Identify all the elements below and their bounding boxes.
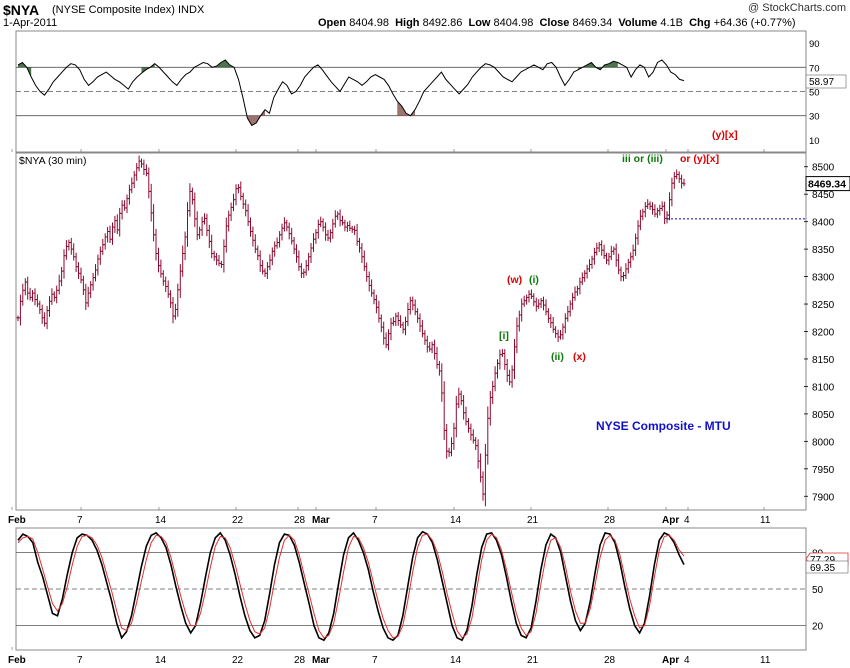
rsi-tick-label: 50 [809,88,820,99]
quote-bar: Open 8404.98 High 8492.86 Low 8404.98 Cl… [318,17,796,29]
price-last-value: 8469.34 [808,179,846,191]
stochastic-panel: 805020 77.29 69.35 [15,527,849,651]
x-tick-label-bottom: 21 [527,655,539,666]
price-tick-label: 8050 [812,410,835,421]
stoch-k-line [17,530,685,642]
x-tick-label-bottom: 28 [604,655,616,666]
wave-label-x: (x) [573,351,586,363]
x-tick-label-bottom: 14 [155,655,167,666]
x-tick-label: 4 [684,515,690,526]
close-label: Close [539,17,570,29]
volume-label: Volume [618,17,658,29]
price-panel-title: $NYA (30 min) [19,155,87,167]
price-tick-label: 8200 [812,328,835,339]
price-tick-label: 8000 [812,437,835,448]
open-label: Open [318,17,347,29]
x-tick-label: 7 [77,515,83,526]
rsi-tick-label: 10 [809,136,820,147]
rsi-oversold-fill [247,109,265,126]
price-tick-label: 8100 [812,382,835,393]
chg-value: +64.36 (+0.77%) [713,17,796,29]
x-tick-label-bottom: Feb [8,655,26,666]
x-tick-label: Mar [312,515,330,526]
stoch-k-last-value: 69.35 [810,563,835,574]
wave-label-w: (w) [507,274,522,286]
stoch-tick-label: 20 [812,622,824,633]
wave-label-or-y-x: or (y)[x] [680,153,719,165]
rsi-line [17,59,685,127]
x-tick-label-bottom: 11 [760,655,771,666]
price-tick-label: 8400 [812,218,835,229]
stoch-d-line [17,533,685,639]
rsi-tick-label: 30 [809,112,820,123]
price-last-label: 8469.34 [805,176,850,192]
stoch-tick-label: 50 [812,585,824,596]
x-tick-label-bottom: 28 [294,655,306,666]
rsi-oversold-fill [397,101,415,116]
close-value: 8469.34 [572,17,613,29]
x-axis-labels-bottom: Feb 7 14 22 28 Mar 7 14 21 28 Apr 4 11 [8,655,771,666]
x-tick-label: 14 [155,515,167,526]
price-tick-label: 8150 [812,355,835,366]
chart-date: 1-Apr-2011 [3,17,58,29]
wave-label-ii: (ii) [551,351,564,363]
volume-value: 4.1B [660,17,683,29]
rsi-last-value: 58.97 [809,77,834,88]
rsi-tick-label: 90 [809,39,820,50]
x-tick-label-bottom: Apr [662,655,679,666]
x-tick-label-bottom: 7 [77,655,83,666]
x-axis-labels: Feb 7 14 22 28 Mar 7 14 21 28 Apr 4 11 [8,149,771,650]
price-tick-label: 8300 [812,273,835,284]
x-tick-label: 7 [372,515,378,526]
price-tick-label: 7950 [812,465,835,476]
chart-annotation: NYSE Composite - MTU [596,419,731,433]
stoch-d-last-value: 77.29 [810,555,835,566]
x-tick-label-bottom: 7 [372,655,378,666]
open-value: 8404.98 [349,17,389,29]
stoch-k-last-label: 69.35 [805,560,849,574]
x-tick-label: Feb [8,515,26,526]
low-value: 8404.98 [493,17,534,29]
x-tick-label-bottom: Mar [312,655,330,666]
wave-label-y-x-top: (y)[x] [712,129,738,141]
rsi-overbought-fill [141,63,155,74]
high-label: High [395,17,420,29]
x-tick-label-bottom: 14 [450,655,462,666]
rsi-overbought-fill [18,62,32,77]
wave-label-i-paren: (i) [529,274,539,286]
price-tick-label: 8450 [812,190,835,201]
price-tick-label: 8250 [812,300,835,311]
x-tick-label-bottom: 4 [684,655,690,666]
x-tick-label: 21 [527,515,539,526]
rsi-last-label: 58.97 [805,74,847,89]
x-tick-label: Apr [662,515,679,526]
x-tick-label: 28 [604,515,616,526]
wave-label-iii: iii or (iii) [622,153,663,165]
symbol: $NYA [3,2,40,18]
rsi-tick-label: 70 [809,63,820,74]
rsi-panel: 90 70 50 30 10 58.97 [15,30,847,153]
x-tick-label: 11 [760,515,771,526]
price-tick-label: 8350 [812,245,835,256]
stockcharts-logo: @ StockCharts.com [748,2,846,14]
x-tick-label: 14 [450,515,462,526]
price-tick-label: 7900 [812,492,835,503]
wave-label-i-bracket: [i] [499,330,509,342]
x-tick-label: 22 [232,515,244,526]
exchange: INDX [178,4,205,16]
low-label: Low [468,17,491,29]
x-tick-label-bottom: 22 [232,655,244,666]
high-value: 8492.86 [422,17,463,29]
chg-label: Chg [689,17,711,29]
index-name: (NYSE Composite Index) [52,4,175,16]
price-panel: 8500 8450 8400 8350 8300 8250 8200 8150 8100 8050… [15,129,850,511]
x-tick-label: 28 [294,515,306,526]
price-tick-label: 8500 [812,163,835,174]
